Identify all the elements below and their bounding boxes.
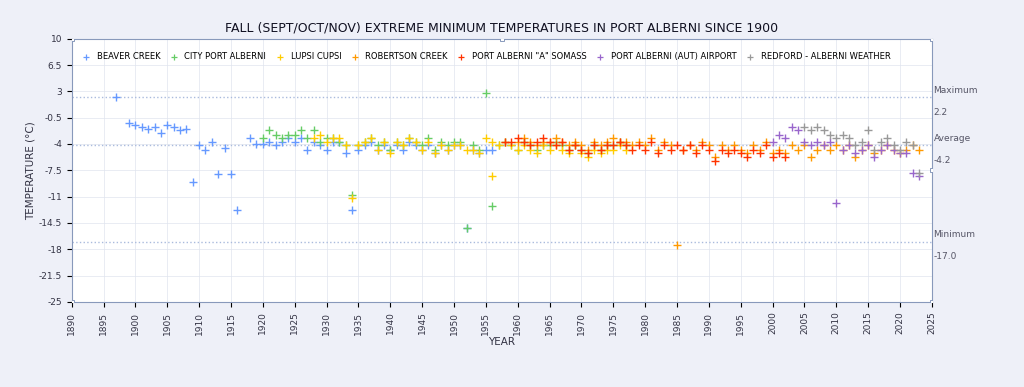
Text: 2.2: 2.2 bbox=[934, 108, 947, 117]
Text: -17.0: -17.0 bbox=[934, 252, 957, 261]
Legend: BEAVER CREEK, CITY PORT ALBERNI, LUPSI CUPSI, ROBERTSON CREEK, PORT ALBERNI "A" : BEAVER CREEK, CITY PORT ALBERNI, LUPSI C… bbox=[76, 51, 892, 63]
Text: Minimum: Minimum bbox=[934, 230, 976, 239]
Title: FALL (SEPT/OCT/NOV) EXTREME MINIMUM TEMPERATURES IN PORT ALBERNI SINCE 1900: FALL (SEPT/OCT/NOV) EXTREME MINIMUM TEMP… bbox=[225, 22, 778, 35]
X-axis label: YEAR: YEAR bbox=[488, 337, 515, 348]
Text: -4.2: -4.2 bbox=[934, 156, 951, 165]
Text: Maximum: Maximum bbox=[934, 86, 978, 95]
Text: Average: Average bbox=[934, 134, 971, 143]
Y-axis label: TEMPERATURE (°C): TEMPERATURE (°C) bbox=[26, 121, 36, 220]
